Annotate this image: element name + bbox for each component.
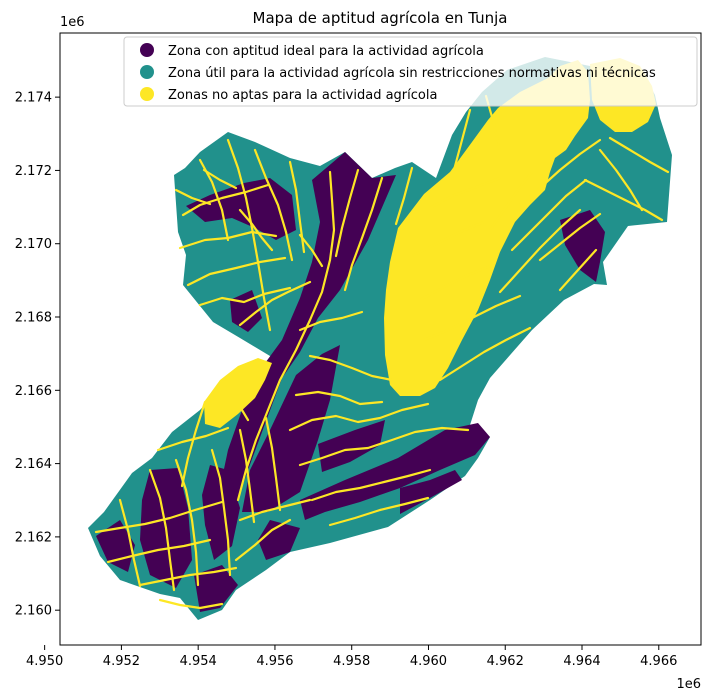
y-tick-label: 2.172 (15, 164, 52, 179)
road-network (94, 94, 670, 610)
map-title: Mapa de aptitud agrícola en Tunja (253, 9, 508, 27)
x-axis: 4.950 4.952 4.954 4.956 4.958 4.960 4.962 4.964… (26, 645, 677, 669)
x-tick-label: 4.962 (487, 654, 524, 669)
y-tick-label: 2.164 (15, 457, 52, 472)
x-tick-label: 4.954 (180, 654, 217, 669)
map-area (88, 57, 672, 620)
legend-box (123, 36, 698, 107)
legend-entry-unsuitable: Zonas no aptas para la actividad agrícol… (140, 87, 437, 103)
legend-label-ideal: Zona con aptitud ideal para la actividad… (168, 44, 484, 59)
legend-entry-useful: Zona útil para la actividad agrícola sin… (140, 65, 656, 81)
x-tick-label: 4.956 (256, 654, 293, 669)
legend-label-unsuitable: Zonas no aptas para la actividad agrícol… (168, 88, 437, 103)
x-tick-label: 4.958 (333, 654, 370, 669)
x-tick-label: 4.952 (103, 654, 140, 669)
legend-marker-ideal (140, 43, 154, 57)
legend-marker-unsuitable (140, 87, 154, 101)
legend: Zona con aptitud ideal para la actividad… (123, 36, 698, 107)
y-tick-label: 2.170 (15, 237, 52, 252)
legend-entry-ideal: Zona con aptitud ideal para la actividad… (140, 43, 484, 59)
x-tick-label: 4.960 (410, 654, 447, 669)
axes-frame (59, 32, 702, 646)
zone-ideal-regions (96, 152, 605, 612)
x-tick-label: 4.966 (640, 654, 677, 669)
y-tick-label: 2.166 (15, 384, 52, 399)
y-tick-label: 2.174 (15, 91, 52, 106)
legend-marker-useful (140, 65, 154, 79)
legend-label-useful: Zona útil para la actividad agrícola sin… (168, 66, 656, 81)
y-tick-label: 2.168 (15, 311, 52, 326)
y-offset-label: 1e6 (60, 15, 85, 30)
y-tick-label: 2.160 (15, 604, 52, 619)
y-tick-label: 2.162 (15, 530, 52, 545)
x-offset-label: 1e6 (676, 677, 701, 692)
x-tick-label: 4.950 (26, 654, 63, 669)
y-axis: 2.160 2.162 2.164 2.166 2.168 2.170 2.172 2.174 (15, 91, 60, 619)
x-tick-label: 4.964 (563, 654, 600, 669)
